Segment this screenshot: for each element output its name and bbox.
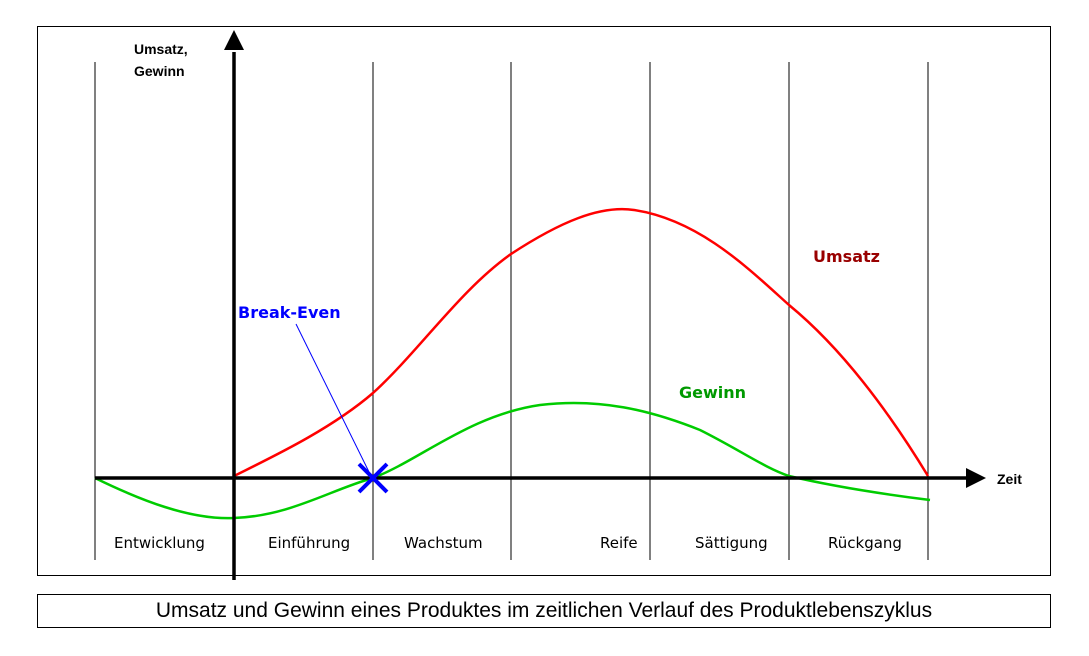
x-axis — [95, 468, 986, 488]
y-axis-label-line2: Gewinn — [134, 63, 185, 79]
gewinn-curve — [94, 401, 931, 520]
diagram-frame — [37, 26, 1051, 576]
umsatz-curve — [233, 207, 930, 478]
phase-label-entwicklung: Entwicklung — [114, 534, 205, 552]
y-axis-arrowhead — [224, 30, 244, 50]
break-even-cross-stroke-b — [357, 462, 389, 494]
caption: Umsatz und Gewinn eines Produktes im zei… — [37, 594, 1051, 628]
umsatz-label: Umsatz — [813, 247, 880, 266]
phase-label-wachstum: Wachstum — [404, 534, 483, 552]
phase-labels: Entwicklung Einführung Wachstum Reife Sä… — [114, 534, 902, 552]
y-axis — [224, 30, 244, 580]
break-even-pointer-line — [295, 323, 372, 477]
gewinn-label: Gewinn — [679, 383, 746, 402]
phase-label-rueckgang: Rückgang — [828, 534, 902, 552]
break-even-label: Break-Even — [238, 303, 341, 322]
phase-label-reife: Reife — [600, 534, 638, 552]
phase-label-einfuehrung: Einführung — [268, 534, 350, 552]
caption-text: Umsatz und Gewinn eines Produktes im zei… — [155, 599, 933, 622]
break-even-marker: Break-Even — [238, 303, 389, 494]
x-axis-label: Zeit — [997, 471, 1022, 487]
phase-dividers — [94, 62, 929, 560]
phase-label-saettigung: Sättigung — [695, 534, 768, 552]
x-axis-arrowhead — [966, 468, 986, 488]
y-axis-label-line1: Umsatz, — [134, 41, 188, 57]
